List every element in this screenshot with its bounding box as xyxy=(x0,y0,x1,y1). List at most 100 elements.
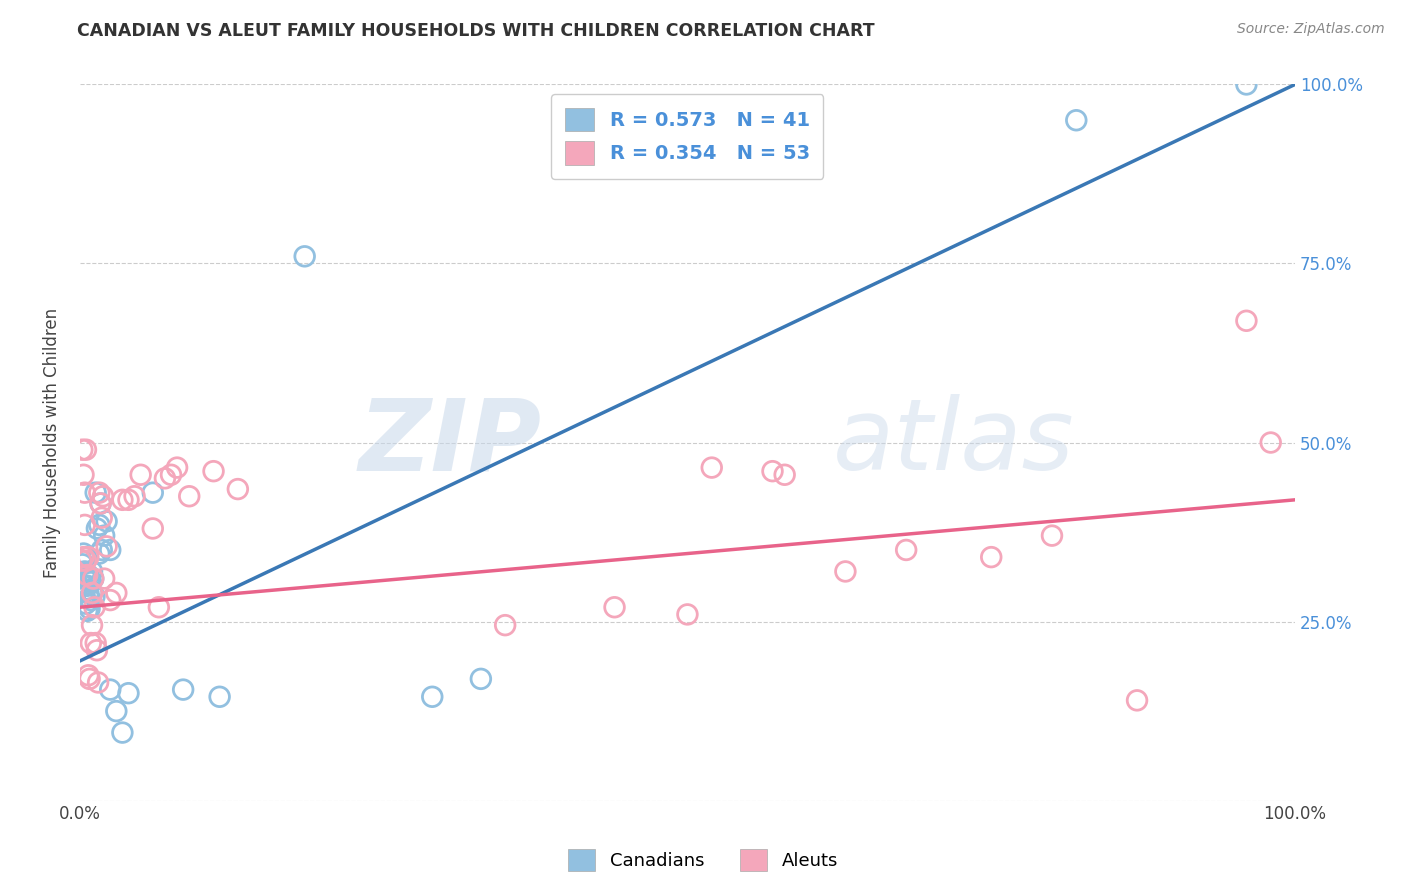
Point xyxy=(82,572,104,586)
Point xyxy=(89,496,111,510)
Point xyxy=(73,590,96,604)
Point xyxy=(73,485,96,500)
Point xyxy=(72,467,94,482)
Point xyxy=(117,492,139,507)
Point xyxy=(89,496,111,510)
Legend: Canadians, Aleuts: Canadians, Aleuts xyxy=(561,842,845,879)
Point xyxy=(179,489,201,503)
Point xyxy=(89,547,111,561)
Point xyxy=(75,597,97,611)
Point xyxy=(79,672,101,686)
Point xyxy=(148,600,170,615)
Point xyxy=(160,467,183,482)
Point xyxy=(124,489,146,503)
Point xyxy=(208,690,231,704)
Point xyxy=(76,604,98,618)
Point xyxy=(84,636,107,650)
Point xyxy=(83,590,105,604)
Point xyxy=(70,554,93,568)
Point xyxy=(1064,113,1087,128)
Point xyxy=(77,586,100,600)
Point xyxy=(91,489,114,503)
Point xyxy=(72,558,94,572)
Point xyxy=(80,593,103,607)
Point xyxy=(896,543,918,558)
Point xyxy=(80,636,103,650)
Point xyxy=(79,601,101,615)
Point xyxy=(83,600,105,615)
Point xyxy=(96,514,118,528)
Point xyxy=(72,550,94,565)
Point xyxy=(105,586,128,600)
Point xyxy=(1234,78,1257,92)
Point xyxy=(980,550,1002,565)
Point xyxy=(111,492,134,507)
Point xyxy=(494,618,516,632)
Point xyxy=(117,686,139,700)
Point xyxy=(96,540,118,554)
Point xyxy=(93,572,115,586)
Point xyxy=(98,543,121,558)
Point xyxy=(1040,528,1063,542)
Point xyxy=(129,467,152,482)
Point xyxy=(72,442,94,457)
Text: CANADIAN VS ALEUT FAMILY HOUSEHOLDS WITH CHILDREN CORRELATION CHART: CANADIAN VS ALEUT FAMILY HOUSEHOLDS WITH… xyxy=(77,22,875,40)
Point xyxy=(73,565,96,579)
Point xyxy=(603,600,626,615)
Point xyxy=(1234,314,1257,328)
Point xyxy=(76,579,98,593)
Point xyxy=(1260,435,1282,450)
Point xyxy=(84,485,107,500)
Point xyxy=(294,249,316,263)
Legend: R = 0.573   N = 41, R = 0.354   N = 53: R = 0.573 N = 41, R = 0.354 N = 53 xyxy=(551,95,824,178)
Point xyxy=(89,517,111,532)
Point xyxy=(98,593,121,607)
Text: atlas: atlas xyxy=(834,394,1076,491)
Point xyxy=(80,618,103,632)
Point xyxy=(89,485,111,500)
Point xyxy=(761,464,783,478)
Point xyxy=(90,510,112,524)
Point xyxy=(470,672,492,686)
Point xyxy=(80,586,103,600)
Point xyxy=(80,565,103,579)
Point xyxy=(72,547,94,561)
Point xyxy=(202,464,225,478)
Point xyxy=(700,460,723,475)
Point xyxy=(153,471,176,485)
Point xyxy=(834,565,856,579)
Point xyxy=(142,485,165,500)
Point xyxy=(86,643,108,657)
Point xyxy=(75,442,97,457)
Point xyxy=(773,467,796,482)
Point xyxy=(90,543,112,558)
Text: Source: ZipAtlas.com: Source: ZipAtlas.com xyxy=(1237,22,1385,37)
Point xyxy=(166,460,188,475)
Point xyxy=(77,550,100,565)
Point xyxy=(77,668,100,682)
Point xyxy=(73,517,96,532)
Point xyxy=(142,521,165,535)
Point xyxy=(75,550,97,565)
Point xyxy=(75,554,97,568)
Point xyxy=(79,572,101,586)
Point xyxy=(75,572,97,586)
Point xyxy=(80,575,103,590)
Point xyxy=(105,704,128,718)
Text: ZIP: ZIP xyxy=(359,394,541,491)
Point xyxy=(87,675,110,690)
Point xyxy=(676,607,699,622)
Point xyxy=(93,528,115,542)
Point xyxy=(1126,693,1149,707)
Point xyxy=(72,579,94,593)
Point xyxy=(80,586,103,600)
Point xyxy=(76,568,98,582)
Point xyxy=(82,572,104,586)
Point xyxy=(86,521,108,535)
Point xyxy=(111,725,134,739)
Point xyxy=(420,690,443,704)
Point xyxy=(226,482,249,496)
Point xyxy=(172,682,194,697)
Point xyxy=(77,568,100,582)
Point xyxy=(98,682,121,697)
